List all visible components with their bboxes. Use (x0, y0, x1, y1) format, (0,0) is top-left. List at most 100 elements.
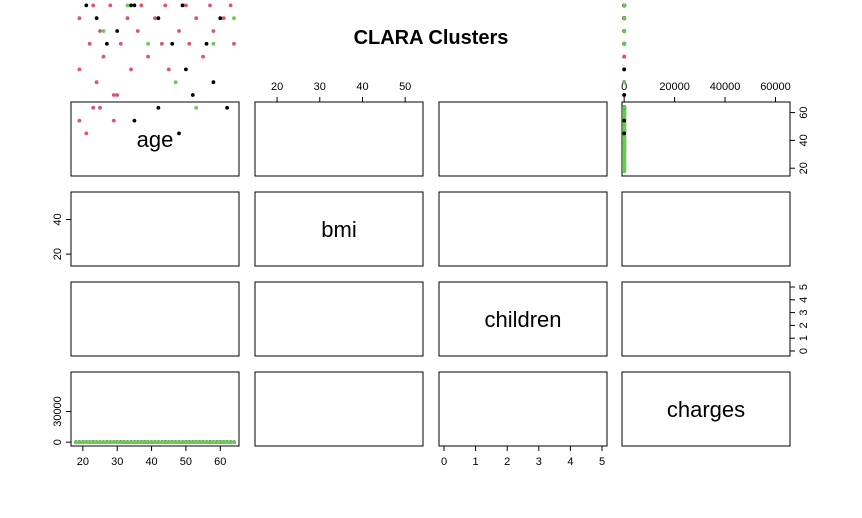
point-c2-60 (622, 67, 627, 72)
panel-frame (438, 371, 608, 447)
panel-frame (438, 191, 608, 267)
point-c3-53 (108, 440, 113, 444)
point-c3-84 (211, 41, 216, 46)
point-c1-62 (184, 3, 188, 8)
point-c3-61 (190, 440, 195, 444)
point-c3-84 (211, 440, 216, 444)
point-c2-12 (115, 29, 120, 33)
point-c3-83 (194, 440, 199, 444)
point-c3-85 (232, 16, 236, 21)
panel-frame (70, 191, 240, 267)
diagonal-label-charges: charges (667, 397, 745, 422)
point-c3-77 (146, 41, 151, 46)
point-c3-73 (101, 29, 106, 33)
tick-label: 0 (621, 81, 627, 93)
point-c3-77 (622, 139, 627, 144)
tick-label: 0 (441, 456, 447, 468)
point-c3-81 (225, 440, 230, 444)
point-c3-67 (115, 440, 120, 444)
point-c1-89 (228, 3, 233, 8)
point-c1-97 (84, 131, 89, 136)
point-c2-60 (184, 67, 188, 72)
point-c3-69 (177, 440, 181, 444)
tick-label: 60000 (760, 81, 791, 93)
diagonal-label-children: children (484, 307, 561, 332)
panel-frame (254, 191, 424, 267)
point-c3-41 (214, 440, 219, 444)
point-c3-87 (622, 156, 627, 161)
point-c3-75 (125, 440, 130, 444)
point-c2-17 (132, 3, 137, 8)
point-c3-14 (122, 440, 126, 444)
point-c2-80 (105, 41, 109, 46)
point-c2-6 (94, 16, 99, 21)
panel-age-vs-children (438, 101, 608, 177)
chart-title: CLARA Clusters (354, 27, 509, 49)
point-c1-53 (166, 67, 171, 72)
point-c3-79 (622, 124, 627, 129)
tick-label: 30 (111, 456, 123, 468)
point-c1-105 (98, 105, 102, 110)
point-c1-10 (94, 80, 99, 85)
point-c3-59 (170, 440, 175, 444)
point-c3-84 (622, 113, 627, 118)
tick-label: 4 (798, 297, 810, 303)
point-c3-74 (111, 440, 116, 444)
tick-label: 5 (798, 284, 810, 290)
tick-label: 3 (536, 456, 542, 468)
point-c1-96 (77, 118, 82, 123)
point-c3-75 (622, 3, 627, 8)
point-c2-56 (211, 80, 216, 85)
point-c3-78 (156, 440, 161, 444)
point-c3-89 (228, 440, 233, 444)
point-c2-66 (170, 41, 175, 46)
point-c2-31 (180, 3, 185, 8)
panel-frame (438, 101, 608, 177)
point-c1-44 (153, 16, 157, 21)
tick-label: 50 (399, 81, 411, 93)
panel-bmi-vs-bmi: bmi (254, 191, 424, 267)
tick-label: 5 (599, 456, 605, 468)
point-c1-35 (135, 29, 140, 33)
point-c3-55 (129, 440, 133, 444)
panel-children-vs-bmi (254, 281, 424, 357)
panel-children-vs-children: children (438, 281, 608, 357)
point-c3-76 (622, 145, 627, 150)
point-c3-84 (622, 41, 627, 46)
point-c1-65 (187, 41, 192, 46)
tick-label: 2 (798, 322, 810, 328)
point-c3-66 (94, 440, 99, 444)
point-c1-13 (98, 29, 102, 33)
point-c2-53 (156, 105, 161, 110)
panel-children-vs-age (70, 3, 240, 357)
point-c3-74 (622, 153, 627, 158)
point-c3-87 (105, 440, 109, 444)
point-c3-70 (77, 440, 82, 444)
tick-label: 0 (52, 439, 64, 445)
point-c3-56 (139, 440, 144, 444)
diagonal-label-age: age (137, 127, 174, 152)
point-c1-2 (77, 67, 82, 72)
panel-bmi-vs-charges (621, 191, 791, 267)
point-c3-86 (74, 440, 78, 444)
point-c1-79 (211, 29, 216, 33)
point-c2-82 (129, 3, 133, 8)
point-c3-76 (132, 440, 137, 444)
point-c3-75 (125, 3, 130, 8)
point-c2-3 (84, 3, 89, 8)
tick-label: 20 (77, 456, 89, 468)
tick-label: 20 (52, 248, 64, 260)
panel-frame (438, 281, 608, 357)
point-c2-52 (622, 118, 627, 123)
point-c3-62 (201, 440, 206, 444)
panel-charges-vs-bmi (254, 371, 424, 447)
diagonal-label-bmi: bmi (321, 217, 356, 242)
tick-label: 20 (271, 81, 283, 93)
tick-label: 20000 (659, 81, 690, 93)
point-c3-39 (208, 440, 212, 444)
point-c3-64 (221, 440, 226, 444)
panel-frame (621, 191, 791, 267)
point-c1-98 (91, 105, 96, 110)
